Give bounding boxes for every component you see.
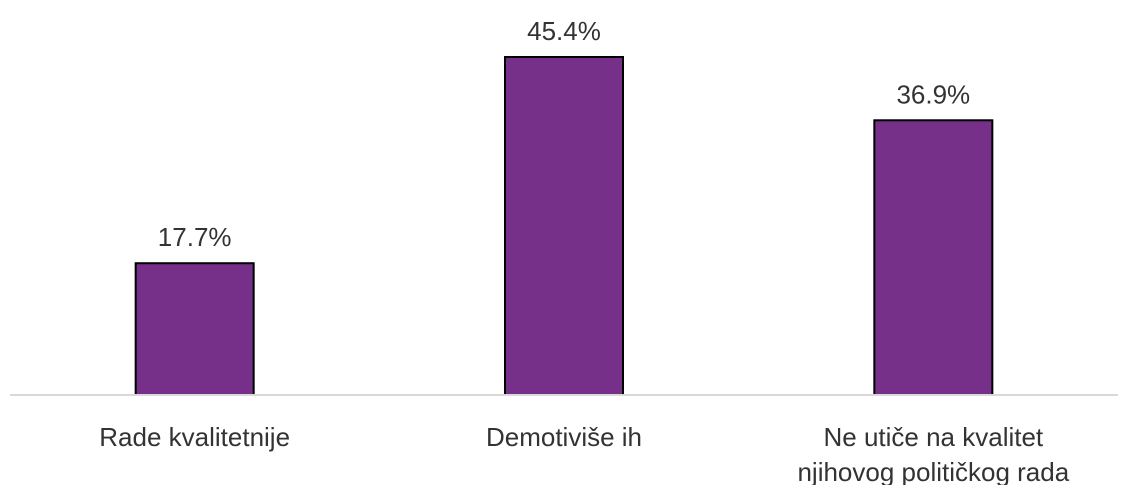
category-label: Rade kvalitetnije [99,422,290,452]
bars-group [134,56,994,396]
data-label: 45.4% [527,16,601,46]
bar [873,119,994,396]
category-label: njihovog političkog rada [797,457,1069,485]
bar [134,262,255,396]
data-label: 17.7% [158,222,232,252]
category-label: Demotiviše ih [486,422,642,452]
bar [504,56,624,396]
data-label: 36.9% [896,79,970,109]
data-labels-group: 17.7% 45.4% 36.9% [158,16,970,252]
category-labels-group: Rade kvalitetnije Demotiviše ih Ne utiče n… [99,422,1069,485]
category-label: Ne utiče na kvalitet [823,422,1043,452]
